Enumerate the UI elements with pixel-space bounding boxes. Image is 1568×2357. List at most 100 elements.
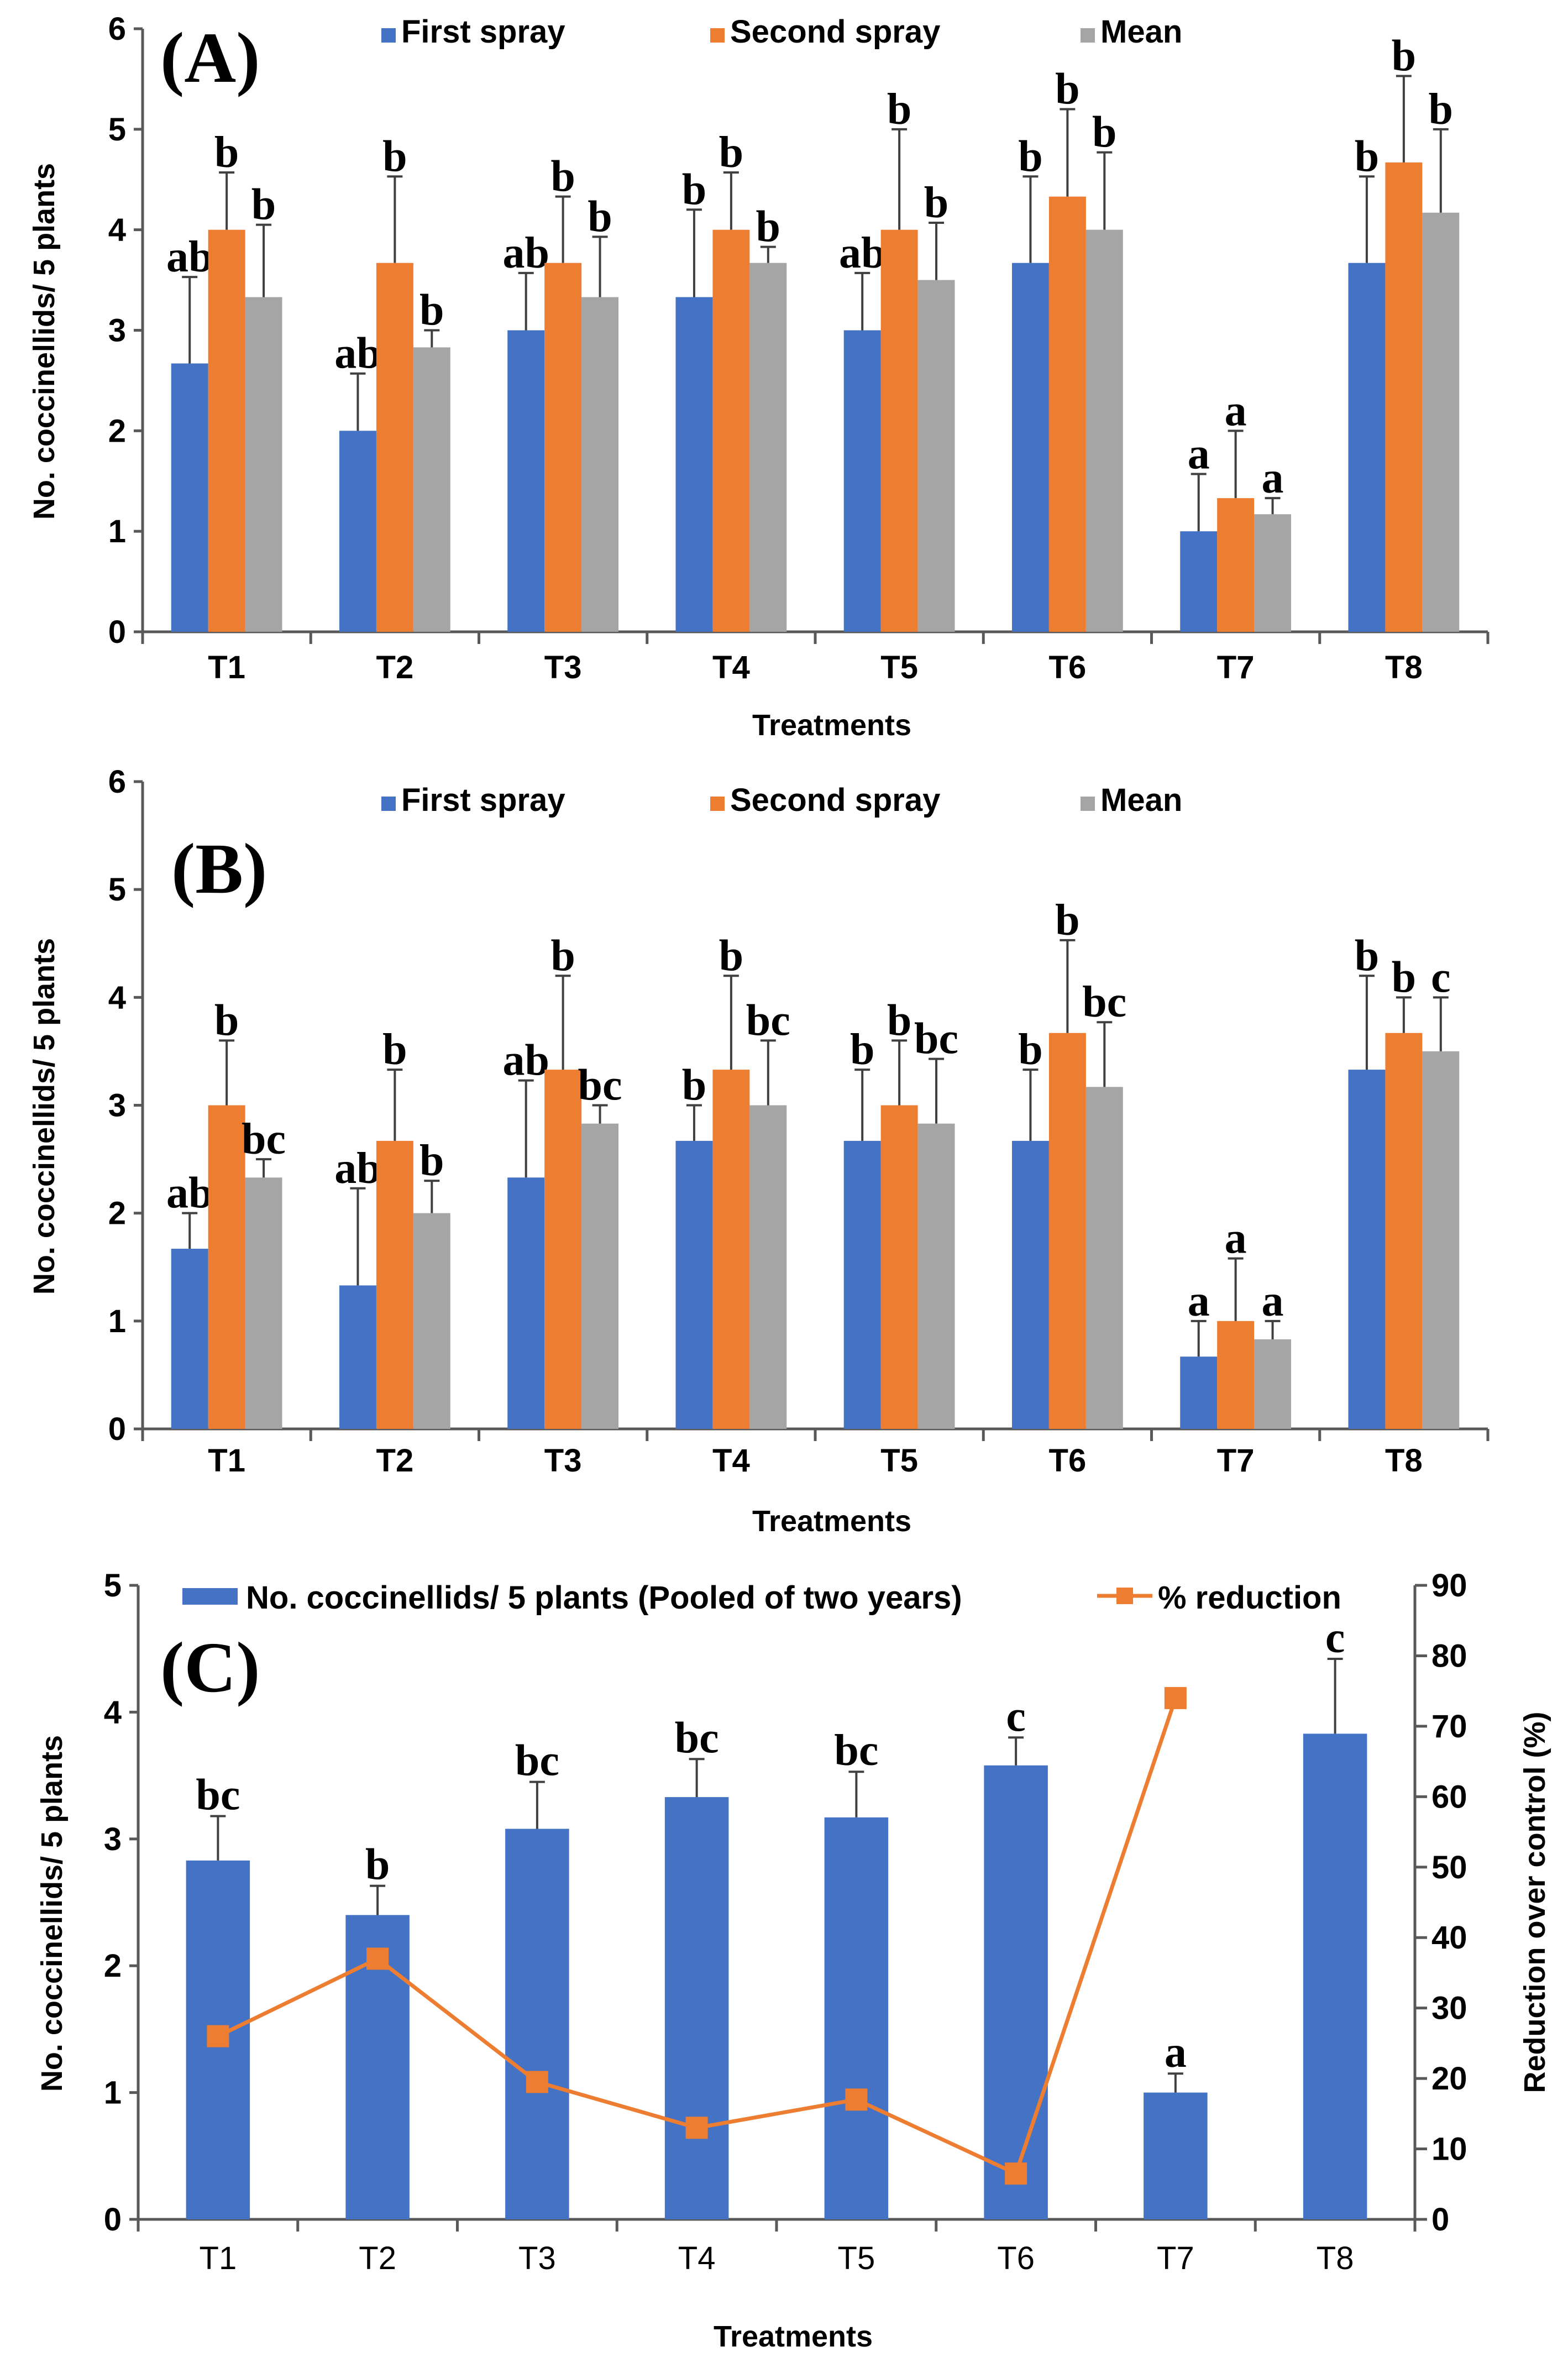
significance-letter: b: [419, 1136, 444, 1185]
bar-first-spray: [339, 431, 376, 632]
x-tick-label: T4: [678, 2240, 716, 2276]
panel-b: 0 1 2 3 4 5 6 T1 T2 T3 T4 T5 T6 T7 T8 Treatments No. coc…: [28, 764, 1490, 1538]
significance-letter: b: [887, 996, 912, 1045]
bar-mean: [245, 1177, 282, 1429]
y-tick-label: 5: [108, 872, 126, 908]
bar-mean: [413, 1213, 450, 1429]
y-tick-label: 0: [104, 2202, 122, 2238]
bar-mean: [1254, 514, 1292, 632]
x-tick-label: T6: [1049, 1443, 1087, 1479]
y-tick-label: 5: [104, 1568, 122, 1604]
x-tick-label: T5: [838, 2240, 875, 2276]
significance-letter: b: [214, 996, 239, 1045]
bar-first-spray: [171, 1249, 208, 1429]
y-tick-label: 1: [108, 514, 126, 549]
significance-letter: b: [756, 203, 781, 252]
bar-second-spray: [1217, 498, 1255, 632]
significance-letter: c: [1006, 1692, 1026, 1741]
y-tick-label: 4: [104, 1694, 122, 1730]
y2-tick-label: 80: [1431, 1638, 1467, 1674]
significance-letter: bc: [834, 1726, 878, 1775]
significance-letter: a: [1225, 386, 1247, 435]
significance-letter: b: [214, 128, 239, 177]
bar-mean: [1422, 212, 1460, 632]
x-tick-label: T1: [200, 2240, 237, 2276]
x-tick-label: T5: [880, 1443, 918, 1479]
y-axis-title: No. coccinellids/ 5 plants: [28, 163, 61, 520]
y-tick-label: 1: [108, 1303, 126, 1339]
significance-letter: b: [251, 181, 276, 229]
significance-letter: b: [1355, 132, 1380, 181]
significance-letter: bc: [242, 1115, 286, 1164]
x-tick-label: T8: [1385, 1443, 1423, 1479]
bar-mean: [1085, 1087, 1123, 1429]
significance-letter: b: [365, 1841, 390, 1889]
significance-letter: b: [1018, 132, 1043, 181]
x-tick-label: T3: [544, 650, 582, 685]
significance-letter: bc: [675, 1714, 719, 1762]
bar-first-spray: [1180, 531, 1218, 632]
y2-tick-label: 50: [1431, 1850, 1467, 1885]
significance-letter: b: [1092, 108, 1117, 157]
significance-letter: b: [550, 153, 575, 201]
bar-pooled: [824, 1817, 889, 2219]
bar-first-spray: [1348, 263, 1386, 632]
significance-letter: bc: [1082, 978, 1126, 1026]
bar-pooled: [664, 1797, 729, 2219]
x-tick-label: T4: [712, 650, 750, 685]
significance-letter: a: [1188, 430, 1210, 479]
bar-pooled: [1144, 2092, 1208, 2219]
x-tick-label: T7: [1217, 1443, 1255, 1479]
x-tick-label: T6: [997, 2240, 1035, 2276]
legend-label: First spray: [401, 782, 565, 818]
legend-label: % reduction: [1158, 1580, 1341, 1616]
x-tick-label: T5: [880, 650, 918, 685]
bar-pooled: [984, 1765, 1048, 2219]
x-axis-title: Treatments: [714, 2320, 873, 2353]
y2-tick-label: 70: [1431, 1709, 1467, 1745]
bar-mean: [581, 1123, 619, 1429]
x-tick-label: T2: [376, 650, 414, 685]
y2-axis-title: Reduction over control (%): [1518, 1711, 1551, 2093]
y-tick-label: 0: [108, 1411, 126, 1447]
legend-swatch-pooled: [182, 1588, 238, 1605]
bar-first-spray: [171, 363, 208, 632]
significance-letter: b: [1055, 65, 1080, 113]
bar-first-spray: [843, 330, 881, 632]
bar-first-spray: [339, 1285, 376, 1429]
bar-mean: [1085, 229, 1123, 632]
significance-letter: ab: [334, 1144, 381, 1193]
significance-letter: b: [719, 128, 744, 177]
y-tick-label: 1: [104, 2075, 122, 2111]
x-tick-label: T3: [544, 1443, 582, 1479]
panel-label: (C): [160, 1628, 260, 1707]
significance-letter: b: [382, 132, 407, 181]
reduction-marker: [685, 2117, 708, 2139]
significance-letter: c: [1325, 1614, 1345, 1662]
bar-mean: [917, 280, 955, 632]
significance-letter: ab: [502, 229, 549, 277]
bar-first-spray: [1011, 1140, 1049, 1429]
bar-second-spray: [1385, 1033, 1423, 1429]
legend-swatch-first-spray: [381, 797, 396, 811]
x-axis-title: Treatments: [752, 709, 911, 742]
bar-first-spray: [1180, 1356, 1218, 1429]
bar-mean: [917, 1123, 955, 1429]
x-tick-label: T4: [712, 1443, 750, 1479]
bar-second-spray: [880, 1105, 918, 1429]
bar-second-spray: [712, 229, 750, 632]
legend-label: Second spray: [730, 14, 940, 50]
significance-letter: ab: [839, 229, 886, 277]
bar-pooled: [505, 1829, 569, 2219]
x-axis-title: Treatments: [752, 1505, 911, 1538]
significance-letter: b: [1018, 1025, 1043, 1074]
y-tick-label: 2: [108, 1196, 126, 1232]
significance-letter: a: [1262, 1277, 1284, 1326]
bar-mean: [1422, 1051, 1460, 1429]
reduction-marker: [1164, 1686, 1187, 1709]
significance-letter: a: [1225, 1214, 1247, 1263]
significance-letter: b: [1355, 931, 1380, 980]
y2-tick-label: 90: [1431, 1568, 1467, 1604]
legend-label: Mean: [1100, 782, 1182, 818]
